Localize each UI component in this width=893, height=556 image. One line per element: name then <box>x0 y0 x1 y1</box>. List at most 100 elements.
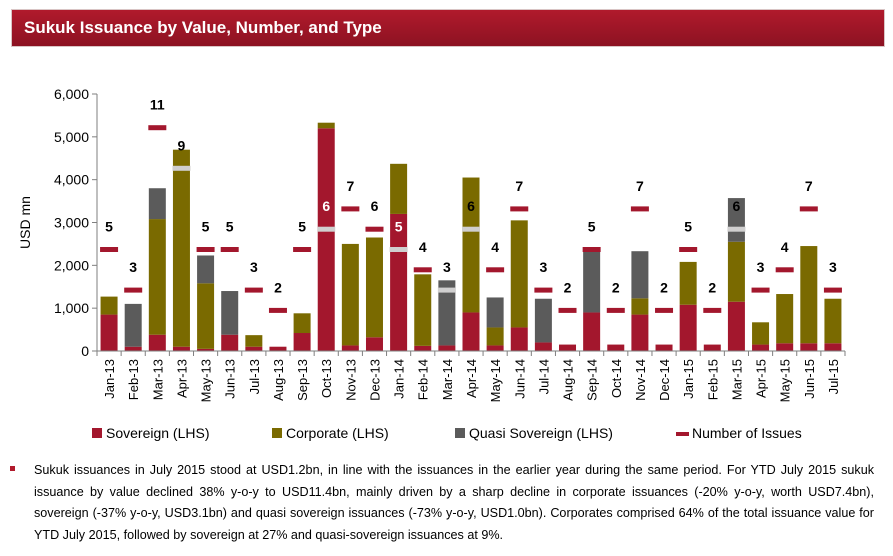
issue-marker <box>317 226 336 232</box>
bar-sovereign <box>800 343 818 351</box>
issue-count-label: 2 <box>274 279 282 295</box>
x-tick-label: Sep-14 <box>585 359 600 401</box>
issue-marker <box>727 226 746 232</box>
bar-corporate <box>293 313 311 334</box>
issue-marker <box>244 287 263 293</box>
bar-sovereign <box>365 337 383 351</box>
y-tick-label: 1,000 <box>54 300 89 316</box>
x-tick-label: Jan-15 <box>681 359 696 399</box>
page-title: Sukuk Issuance by Value, Number, and Typ… <box>24 18 382 37</box>
issue-count-label: 3 <box>829 259 837 275</box>
x-tick-label: Oct-13 <box>319 359 334 398</box>
issue-count-label: 4 <box>419 239 427 255</box>
title-bar: Sukuk Issuance by Value, Number, and Typ… <box>12 10 884 46</box>
bar-sovereign <box>631 314 649 351</box>
issue-count-label: 3 <box>129 259 137 275</box>
y-tick-label: 0 <box>81 343 89 359</box>
issue-marker <box>462 226 480 232</box>
bar-sovereign <box>776 343 794 351</box>
x-tick-label: Jul-15 <box>826 359 841 394</box>
bar-quasi <box>583 248 601 313</box>
x-tick-label: Jul-14 <box>536 359 551 394</box>
bar-sovereign <box>221 334 239 351</box>
x-tick-label: May-14 <box>488 359 503 402</box>
bar-sovereign <box>100 314 118 351</box>
issue-count-label: 5 <box>395 219 403 235</box>
bar-corporate <box>317 122 335 129</box>
issue-count-label: 7 <box>805 178 813 194</box>
issue-marker <box>100 247 119 252</box>
bar-corporate <box>824 298 842 344</box>
issue-marker <box>365 226 384 232</box>
legend-label: Quasi Sovereign (LHS) <box>469 425 613 441</box>
bar-corporate <box>414 274 432 346</box>
bar-sovereign <box>317 128 335 351</box>
legend-swatch <box>455 428 465 438</box>
legend-swatch <box>272 428 282 438</box>
x-tick-label: Jul-13 <box>247 359 262 394</box>
issue-count-label: 6 <box>371 198 379 214</box>
bar-quasi <box>631 251 649 299</box>
issue-marker <box>630 206 649 212</box>
issue-marker <box>341 206 360 212</box>
bar-corporate <box>486 327 504 346</box>
y-axis: 0 1,000 2,000 3,000 4,000 5,000 6,000 USD mn <box>17 86 98 359</box>
issue-marker <box>268 307 287 313</box>
bar-quasi <box>438 280 456 346</box>
issue-count-label: 11 <box>150 97 165 113</box>
bar-corporate <box>510 220 528 328</box>
bar-corporate <box>365 237 383 338</box>
bar-sovereign <box>148 334 166 351</box>
issue-marker <box>220 247 239 252</box>
issue-marker <box>679 247 698 252</box>
bar-quasi <box>486 297 504 328</box>
issue-count-label: 2 <box>708 279 716 295</box>
bar-sovereign <box>124 346 142 351</box>
bar-sovereign <box>510 327 528 351</box>
bars <box>100 122 842 351</box>
y-tick-label: 3,000 <box>54 215 89 231</box>
commentary: Sukuk issuances in July 2015 stood at US… <box>10 460 874 546</box>
issue-count-label: 3 <box>539 259 547 275</box>
x-tick-label: Oct-14 <box>609 359 624 398</box>
issue-marker <box>486 267 505 273</box>
issue-count-label: 5 <box>684 219 692 235</box>
issue-count-label: 3 <box>443 259 451 275</box>
issue-count-label: 5 <box>105 219 113 235</box>
bar-sovereign <box>534 342 552 351</box>
x-tick-label: Nov-14 <box>633 359 648 401</box>
bar-sovereign <box>414 345 432 351</box>
commentary-text: Sukuk issuances in July 2015 stood at US… <box>34 463 874 542</box>
issue-count-label: 6 <box>733 198 741 214</box>
bar-corporate <box>727 241 745 302</box>
issue-count-label: 5 <box>298 219 306 235</box>
issue-marker <box>413 267 432 273</box>
y-tick-label: 4,000 <box>54 172 89 188</box>
issue-marker <box>534 287 553 293</box>
x-tick-label: Dec-13 <box>367 359 382 401</box>
bar-corporate <box>390 163 408 214</box>
x-tick-label: Jan-13 <box>102 359 117 399</box>
issue-marker <box>293 247 312 252</box>
bar-quasi <box>124 303 142 347</box>
sukuk-issuance-chart: 0 1,000 2,000 3,000 4,000 5,000 6,000 USD mn 5 3… <box>17 86 846 441</box>
bar-sovereign <box>824 343 842 351</box>
bullet-icon <box>10 466 15 471</box>
x-tick-label: Jun-14 <box>512 359 527 399</box>
x-tick-label: May-15 <box>778 359 793 402</box>
legend-label: Corporate (LHS) <box>286 425 389 441</box>
x-tick-label: Aug-13 <box>271 359 286 401</box>
bar-corporate <box>631 298 649 315</box>
x-tick-label: Jun-15 <box>802 359 817 399</box>
x-tick-label: Mar-14 <box>440 359 455 400</box>
bar-corporate <box>800 246 818 344</box>
x-tick-label: Apr-15 <box>754 359 769 398</box>
bar-corporate <box>341 243 359 346</box>
issue-marker <box>655 307 674 313</box>
bar-quasi <box>197 255 215 284</box>
bar-sovereign <box>486 345 504 351</box>
bar-corporate <box>462 177 480 313</box>
x-tick-label: Apr-13 <box>174 359 189 398</box>
issue-count-label: 7 <box>515 178 523 194</box>
